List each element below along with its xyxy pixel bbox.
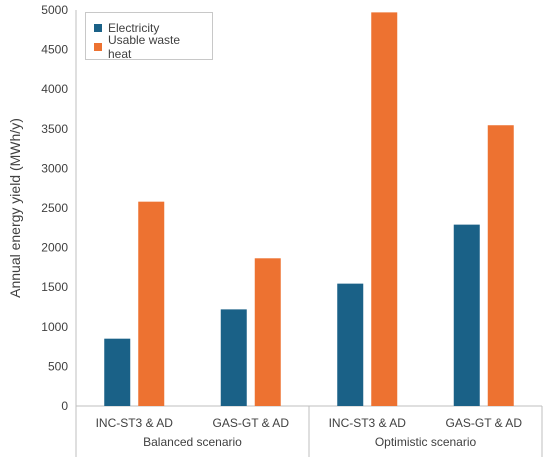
y-tick-label: 4500 [41, 43, 68, 57]
bar-usable-waste-heat [487, 125, 514, 407]
legend-swatch-electricity [94, 23, 102, 32]
bar-usable-waste-heat [138, 201, 165, 406]
legend-swatch-usable-waste-heat [94, 42, 102, 51]
legend-label-usable-waste-heat: Usable waste heat [108, 32, 181, 61]
y-tick-label: 1500 [41, 280, 68, 294]
x-tick-label: GAS-GT & AD [213, 416, 290, 430]
x-tick-label: INC-ST3 & AD [329, 416, 407, 430]
y-tick-label: 5000 [41, 3, 68, 17]
bar-usable-waste-heat [371, 12, 398, 406]
bar-usable-waste-heat [254, 258, 281, 406]
y-tick-label: 2500 [41, 201, 68, 215]
bar-electricity [337, 283, 364, 406]
legend-label-electricity: Electricity [108, 20, 160, 35]
y-tick-label: 0 [61, 399, 68, 413]
y-tick-label: 4000 [41, 82, 68, 96]
y-tick-label: 3500 [41, 122, 68, 136]
y-tick-label: 500 [48, 359, 68, 373]
legend-item-electricity: Electricity [94, 18, 204, 37]
y-tick-label: 1000 [41, 320, 68, 334]
chart-legend: Electricity Usable waste heat [85, 12, 213, 61]
group-label: Optimistic scenario [375, 435, 477, 449]
bar-electricity [220, 309, 247, 406]
x-tick-label: INC-ST3 & AD [96, 416, 174, 430]
group-label: Balanced scenario [143, 435, 242, 449]
y-axis-title: Annual energy yield (MWh/y) [7, 118, 23, 298]
legend-item-usable-waste-heat: Usable waste heat [94, 33, 204, 61]
y-tick-label: 2000 [41, 241, 68, 255]
y-tick-label: 3000 [41, 161, 68, 175]
x-tick-label: GAS-GT & AD [446, 416, 523, 430]
bar-electricity [104, 338, 131, 406]
bar-electricity [453, 224, 480, 406]
